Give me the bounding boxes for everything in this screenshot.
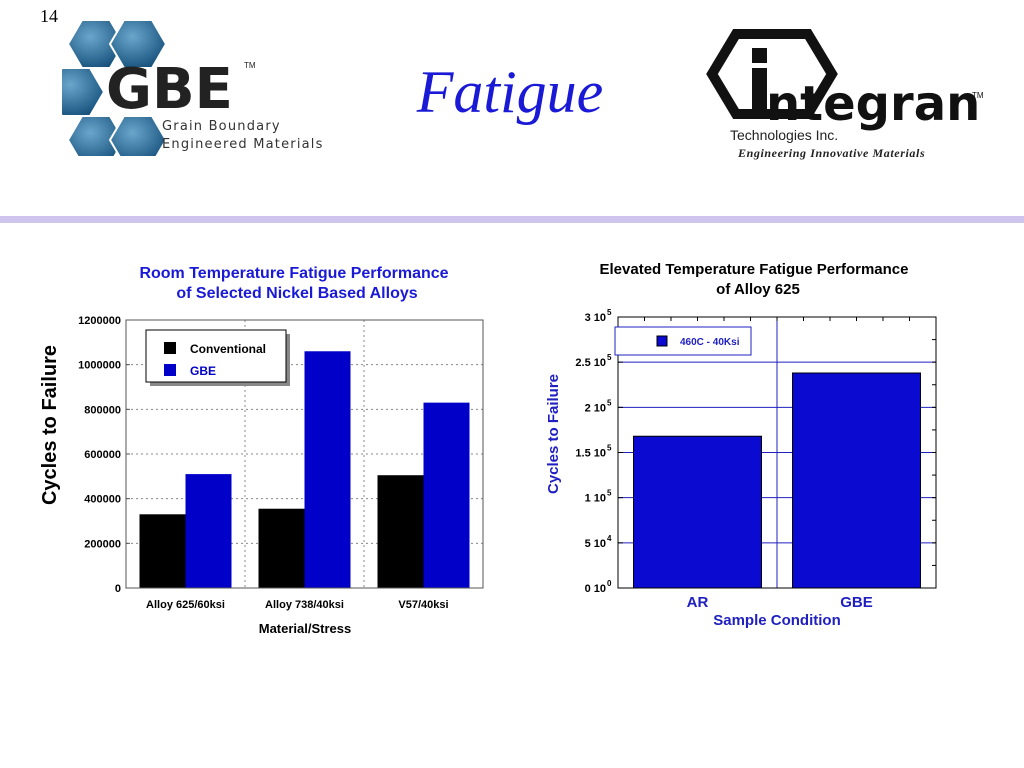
chart1-legend: Conventional GBE <box>145 329 290 386</box>
chart2-xtick-label: GBE <box>840 594 873 611</box>
gbe-logo-tm: TM <box>244 61 256 70</box>
room-temp-chart-svg: Room Temperature Fatigue Performance of … <box>39 265 484 636</box>
room-temp-chart: Room Temperature Fatigue Performance of … <box>0 250 520 650</box>
chart2-ytick-label: 2.5 10 <box>575 357 606 369</box>
chart2-xlabel: Sample Condition <box>713 612 841 629</box>
chart1-ytick-label: 1000000 <box>78 360 121 372</box>
chart2-legend: 460C - 40Ksi <box>614 326 752 356</box>
chart2-ytick-exponent: 4 <box>607 534 612 543</box>
chart2-bar <box>633 435 762 589</box>
integran-hexagon-icon <box>706 29 838 119</box>
chart2-ytick-exponent: 5 <box>607 308 612 317</box>
chart2-ytick-exponent: 5 <box>607 353 612 362</box>
chart2-xtick-label: AR <box>687 594 709 611</box>
chart1-bar-gbe <box>185 474 232 588</box>
chart1-ytick-label: 800000 <box>84 404 121 416</box>
chart1-ytick-label: 600000 <box>84 449 121 461</box>
legend-swatch-conventional <box>164 342 176 354</box>
chart2-ytick-label: 1 10 <box>585 493 606 505</box>
legend-label-conventional: Conventional <box>190 342 266 356</box>
legend-swatch-gbe <box>164 364 176 376</box>
slide-number: 14 <box>40 6 58 26</box>
chart1-bar-conventional <box>139 514 186 588</box>
legend-swatch-460c <box>656 335 668 347</box>
gbe-logo-line2: Engineered Materials <box>162 137 324 152</box>
chart2-ytick-exponent: 5 <box>607 398 612 407</box>
chart1-bar-conventional <box>258 508 305 588</box>
chart2-ytick-exponent: 5 <box>607 489 612 498</box>
legend-label-gbe: GBE <box>190 364 216 378</box>
chart1-ytick-label: 200000 <box>84 538 121 550</box>
chart1-ytick-label: 0 <box>115 583 121 595</box>
integran-logo: ntegran TM Technologies Inc. Engineering… <box>696 28 996 163</box>
integran-logo-line1: Technologies Inc. <box>730 127 838 143</box>
chart2-title: Elevated Temperature Fatigue Performance <box>600 261 909 278</box>
chart2-ytick-label: 0 10 <box>585 583 606 595</box>
gbe-logo-line1: Grain Boundary <box>162 119 281 134</box>
elevated-temp-chart-svg: Elevated Temperature Fatigue Performance… <box>545 261 937 629</box>
integran-logo-line2: Engineering Innovative Materials <box>737 146 925 160</box>
legend-label-460c: 460C - 40Ksi <box>680 337 740 348</box>
elevated-temp-chart: Elevated Temperature Fatigue Performance… <box>520 250 1024 650</box>
chart2-ytick-label: 5 10 <box>585 538 606 550</box>
integran-logo-name: ntegran <box>766 76 980 132</box>
gbe-logo-letters: GBE <box>106 57 233 122</box>
chart1-xtick-label: V57/40ksi <box>398 599 448 611</box>
chart1-title: Room Temperature Fatigue Performance <box>139 265 448 282</box>
chart2-ytick-label: 1.5 10 <box>575 448 606 460</box>
chart1-ylabel: Cycles to Failure <box>39 345 61 505</box>
chart2-ytick-label: 2 10 <box>585 402 606 414</box>
chart2-ytick-exponent: 5 <box>607 444 612 453</box>
chart1-xlabel: Material/Stress <box>259 621 352 636</box>
chart1-bar-gbe <box>423 402 470 588</box>
chart1-bar-conventional <box>377 475 424 588</box>
chart1-ytick-label: 400000 <box>84 494 121 506</box>
chart2-subtitle: of Alloy 625 <box>716 281 800 298</box>
chart1-xtick-label: Alloy 625/60ksi <box>146 599 225 611</box>
gbe-logo: GBE TM Grain Boundary Engineered Materia… <box>62 16 352 156</box>
integran-logo-tm: TM <box>972 91 984 100</box>
chart2-ytick-label: 3 10 <box>585 312 606 324</box>
chart1-ytick-label: 1200000 <box>78 315 121 327</box>
chart2-bar <box>792 372 921 589</box>
hexagon-cluster-icon <box>62 19 168 156</box>
chart1-xtick-label: Alloy 738/40ksi <box>265 599 344 611</box>
chart1-subtitle: of Selected Nickel Based Alloys <box>176 285 417 302</box>
chart2-ylabel: Cycles to Failure <box>545 374 562 494</box>
page-title: Fatigue <box>416 59 604 125</box>
title-divider <box>0 216 1024 223</box>
chart1-bar-gbe <box>304 351 351 588</box>
chart2-ytick-exponent: 0 <box>607 579 612 588</box>
